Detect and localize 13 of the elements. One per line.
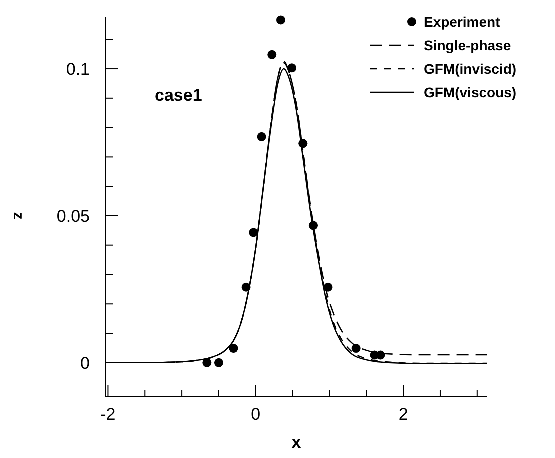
legend-label: Single-phase [424,38,512,54]
x-tick-label: -2 [100,405,116,424]
x-tick-label: 0 [251,405,261,424]
y-tick-label: 0 [80,354,90,373]
y-axis-title: z [10,212,28,220]
legend-label: GFM(viscous) [424,84,517,100]
x-axis-title: x [292,433,302,452]
legend-label: GFM(inviscid) [424,61,517,77]
y-tick-label: 0.1 [66,60,90,80]
legend-label: Experiment [424,14,501,30]
y-tick-label: 0.05 [56,206,90,226]
annotation: case1 [155,86,202,105]
x-tick-label: 2 [398,405,408,424]
